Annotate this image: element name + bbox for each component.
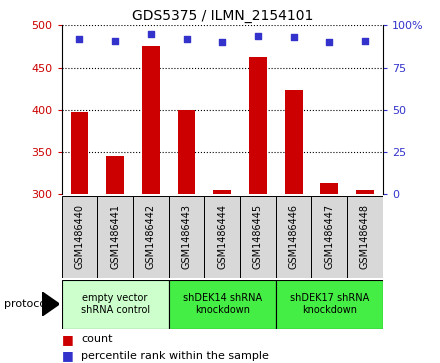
Bar	[169, 196, 204, 278]
Bar	[213, 190, 231, 194]
Point	[361, 38, 368, 44]
Bar	[70, 112, 88, 194]
Bar	[240, 196, 276, 278]
Bar	[142, 46, 160, 194]
Text: GSM1486440: GSM1486440	[74, 204, 84, 269]
Text: protocol: protocol	[4, 299, 50, 309]
Point	[183, 36, 190, 42]
Text: GSM1486443: GSM1486443	[182, 204, 191, 269]
Point	[112, 38, 119, 44]
Text: GSM1486448: GSM1486448	[360, 204, 370, 269]
Bar	[320, 183, 338, 194]
Polygon shape	[42, 292, 59, 316]
Text: GSM1486446: GSM1486446	[289, 204, 299, 269]
Point	[254, 33, 261, 38]
Text: percentile rank within the sample: percentile rank within the sample	[81, 351, 269, 361]
Point	[219, 39, 226, 45]
Bar	[62, 280, 169, 329]
Bar	[347, 196, 383, 278]
Text: ■: ■	[62, 333, 73, 346]
Text: count: count	[81, 334, 113, 344]
Bar	[276, 280, 383, 329]
Text: GSM1486442: GSM1486442	[146, 204, 156, 269]
Text: empty vector
shRNA control: empty vector shRNA control	[81, 293, 150, 315]
Text: GSM1486441: GSM1486441	[110, 204, 120, 269]
Point	[290, 34, 297, 40]
Point	[326, 39, 333, 45]
Bar	[204, 196, 240, 278]
Bar	[178, 110, 195, 194]
Bar	[356, 190, 374, 194]
Point	[147, 31, 154, 37]
Text: shDEK14 shRNA
knockdown: shDEK14 shRNA knockdown	[183, 293, 262, 315]
Bar	[97, 196, 133, 278]
Text: GSM1486447: GSM1486447	[324, 204, 334, 269]
Text: shDEK17 shRNA
knockdown: shDEK17 shRNA knockdown	[290, 293, 369, 315]
Text: GSM1486444: GSM1486444	[217, 204, 227, 269]
Title: GDS5375 / ILMN_2154101: GDS5375 / ILMN_2154101	[132, 9, 313, 23]
Bar	[106, 156, 124, 194]
Bar	[169, 280, 276, 329]
Bar	[285, 90, 303, 194]
Bar	[249, 57, 267, 194]
Bar	[276, 196, 312, 278]
Bar	[62, 196, 97, 278]
Text: ■: ■	[62, 349, 73, 362]
Point	[76, 36, 83, 42]
Text: GSM1486445: GSM1486445	[253, 204, 263, 269]
Bar	[312, 196, 347, 278]
Bar	[133, 196, 169, 278]
